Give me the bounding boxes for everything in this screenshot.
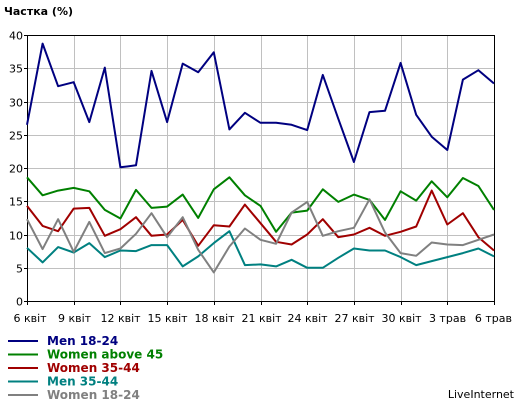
y-tick-label: 5: [16, 263, 23, 276]
y-tick-label: 25: [9, 130, 23, 143]
y-tick-labels: 0 5 10 15 20 25 30 35 40: [9, 30, 23, 309]
grid: [27, 35, 494, 301]
axes: [24, 35, 495, 305]
legend-label-men-35-44: Men 35-44: [47, 375, 118, 389]
x-tick-label: 12 квіт: [100, 312, 141, 325]
plot-frame: [27, 35, 495, 302]
series-line-women-35-44: [26, 189, 495, 252]
x-tick-label: 24 квіт: [287, 312, 328, 325]
x-tick-label: 30 квіт: [381, 312, 422, 325]
series-line-women-above-45: [26, 176, 495, 233]
x-tick-label: 27 квіт: [334, 312, 375, 325]
y-tick-label: 20: [9, 163, 23, 176]
x-tick-label: 15 квіт: [147, 312, 188, 325]
x-tick-labels: 6 квіт 9 квіт 12 квіт 15 квіт 18 квіт 21 квіт…: [14, 312, 513, 325]
series-line-women-18-24: [26, 198, 495, 274]
y-tick-label: 30: [9, 97, 23, 110]
x-tick-label: 6 трав: [475, 312, 512, 325]
x-tick-label: 9 квіт: [58, 312, 92, 325]
x-tick-label: 21 квіт: [241, 312, 282, 325]
y-tick-label: 40: [9, 30, 23, 43]
series-lines: [26, 42, 495, 274]
brand-label: LiveInternet: [448, 388, 515, 401]
x-tick-label: 6 квіт: [14, 312, 48, 325]
legend-label-women-above-45: Women above 45: [47, 348, 163, 362]
y-tick-label: 15: [9, 196, 23, 209]
legend-label-women-35-44: Women 35-44: [47, 361, 140, 375]
y-axis-title: Частка (%): [4, 5, 73, 18]
y-tick-label: 0: [16, 296, 23, 309]
y-tick-label: 10: [9, 230, 23, 243]
y-tick-label: 35: [9, 63, 23, 76]
x-tick-label: 3 трав: [429, 312, 466, 325]
legend-label-women-18-24: Women 18-24: [47, 388, 140, 402]
x-tick-label: 18 квіт: [194, 312, 235, 325]
series-line-men-18-24: [26, 42, 495, 169]
series-line-men-35-44: [26, 230, 495, 269]
legend-label-men-18-24: Men 18-24: [47, 334, 118, 348]
